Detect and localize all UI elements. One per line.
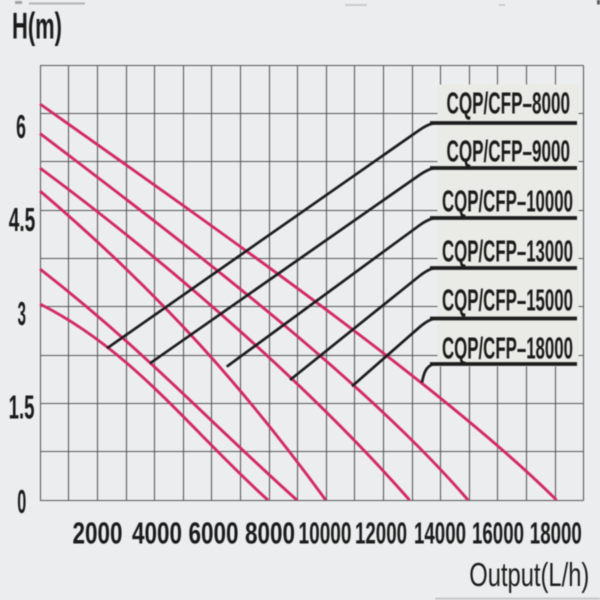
svg-text:18000: 18000 (530, 516, 582, 551)
svg-text:8000: 8000 (245, 516, 295, 551)
svg-text:16000: 16000 (472, 516, 524, 551)
svg-text:6: 6 (16, 108, 26, 145)
svg-text:1.5: 1.5 (9, 389, 35, 426)
svg-text:4.5: 4.5 (9, 201, 36, 238)
svg-text:3: 3 (18, 295, 26, 332)
svg-text:CQP/CFP–18000: CQP/CFP–18000 (442, 330, 573, 365)
svg-text:0: 0 (17, 483, 26, 520)
svg-text:H(m): H(m) (12, 5, 62, 46)
svg-text:10000: 10000 (299, 516, 352, 551)
svg-text:CQP/CFP–13000: CQP/CFP–13000 (442, 233, 573, 268)
svg-text:12000: 12000 (355, 516, 407, 551)
svg-text:14000: 14000 (414, 516, 466, 551)
svg-text:CQP/CFP–8000: CQP/CFP–8000 (447, 85, 571, 120)
svg-text:Output(L/h): Output(L/h) (469, 556, 589, 593)
svg-text:CQP/CFP–10000: CQP/CFP–10000 (442, 183, 573, 218)
svg-text:CQP/CFP–9000: CQP/CFP–9000 (447, 133, 571, 168)
svg-text:CQP/CFP–15000: CQP/CFP–15000 (442, 282, 573, 317)
svg-text:2000: 2000 (73, 516, 123, 551)
svg-text:6000: 6000 (189, 516, 239, 551)
svg-text:4000: 4000 (132, 516, 182, 551)
